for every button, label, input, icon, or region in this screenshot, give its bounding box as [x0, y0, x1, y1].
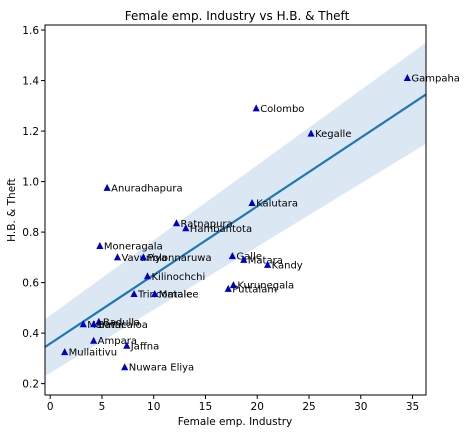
- data-point-marker: [96, 241, 104, 249]
- data-point-label: Galle: [236, 252, 262, 263]
- confidence-band: [45, 42, 426, 377]
- data-point-label: Hambantota: [190, 224, 252, 235]
- x-tick-label: 5: [99, 401, 106, 413]
- y-tick-label: 0.6: [22, 277, 39, 289]
- data-point-label: Ampara: [98, 336, 137, 347]
- data-point-marker: [403, 74, 411, 82]
- y-tick-label: 0.2: [22, 378, 39, 390]
- plot-area: Gampaha Colombo Kegalle Anuradhapura Kalutar…: [44, 42, 460, 377]
- data-point-label: Puttalam: [232, 284, 277, 295]
- y-tick-label: 0.4: [22, 328, 39, 340]
- regression-line: [44, 93, 427, 348]
- data-point-marker: [121, 363, 129, 371]
- data-point-marker: [113, 253, 122, 261]
- data-point-label: Kegalle: [315, 129, 351, 140]
- data-point-marker: [103, 183, 111, 191]
- data-point-marker: [95, 317, 103, 325]
- y-tick-label: 1.6: [22, 25, 39, 37]
- data-point-marker: [229, 281, 238, 289]
- axes-frame: [44, 24, 427, 396]
- data-point-marker: [61, 348, 69, 356]
- data-point-label: Polonnaruwa: [147, 253, 211, 264]
- data-point-marker: [224, 284, 232, 292]
- data-point-marker: [151, 289, 159, 297]
- chart-title: Female emp. Industry vs H.B. & Theft: [125, 9, 350, 23]
- data-point-marker: [172, 219, 181, 227]
- y-tick-label: 1.2: [22, 126, 39, 138]
- data-point-label: Gampaha: [411, 74, 460, 85]
- data-point-label: Batticaloa: [98, 320, 148, 331]
- data-point-label: Trincomalee: [137, 289, 198, 300]
- data-point-marker: [182, 224, 190, 232]
- data-point-label: Kurunegala: [237, 281, 294, 292]
- data-point-label: Jaffna: [130, 341, 159, 352]
- x-tick-label: 20: [251, 401, 264, 413]
- data-point-marker: [307, 129, 315, 137]
- data-point-label: Colombo: [260, 104, 304, 115]
- data-point-label: Mannar: [87, 320, 126, 331]
- y-tick-label: 1.4: [22, 75, 39, 87]
- data-point-marker: [240, 255, 248, 263]
- data-point-marker: [228, 252, 236, 260]
- data-point-marker: [252, 104, 260, 112]
- data-point-label: Badulla: [103, 317, 140, 328]
- data-point-marker: [248, 199, 256, 207]
- x-axis: 0 5 10 15 20 25 30 35: [47, 395, 419, 413]
- data-point-marker: [143, 272, 152, 280]
- data-point-label: Matale: [159, 289, 193, 300]
- data-point-label: Matara: [248, 255, 283, 266]
- data-point-marker: [139, 253, 147, 261]
- data-point-marker: [90, 320, 98, 328]
- data-point-label: Moneragala: [104, 241, 163, 252]
- data-point-label: Nuwara Eliya: [129, 363, 194, 374]
- x-tick-label: 10: [147, 401, 160, 413]
- data-point-label: Ratnapura: [180, 219, 232, 230]
- data-point-label: Anuradhapura: [111, 183, 183, 194]
- data-point-marker: [130, 289, 138, 297]
- x-tick-label: 25: [302, 401, 315, 413]
- y-axis-label: H.B. & Theft: [6, 178, 18, 242]
- x-tick-label: 15: [199, 401, 212, 413]
- y-tick-label: 0.8: [22, 227, 39, 239]
- data-point-marker: [79, 320, 87, 328]
- data-point-marker: [263, 260, 272, 268]
- data-point-label: Kilinochchi: [151, 272, 205, 283]
- y-tick-label: 1.0: [22, 176, 39, 188]
- x-tick-label: 0: [47, 401, 54, 413]
- data-point-label: Kandy: [272, 260, 303, 271]
- data-point-marker: [123, 341, 131, 349]
- data-point-label: Mullaitivu: [69, 348, 117, 359]
- data-point-label: Kalutara: [256, 199, 298, 210]
- x-tick-label: 30: [354, 401, 367, 413]
- x-tick-label: 35: [406, 401, 419, 413]
- x-axis-label: Female emp. Industry: [178, 416, 293, 428]
- data-point-marker: [90, 336, 98, 344]
- y-axis: 0.2 0.4 0.6 0.8 1.0 1.2 1.4 1.6: [22, 25, 45, 390]
